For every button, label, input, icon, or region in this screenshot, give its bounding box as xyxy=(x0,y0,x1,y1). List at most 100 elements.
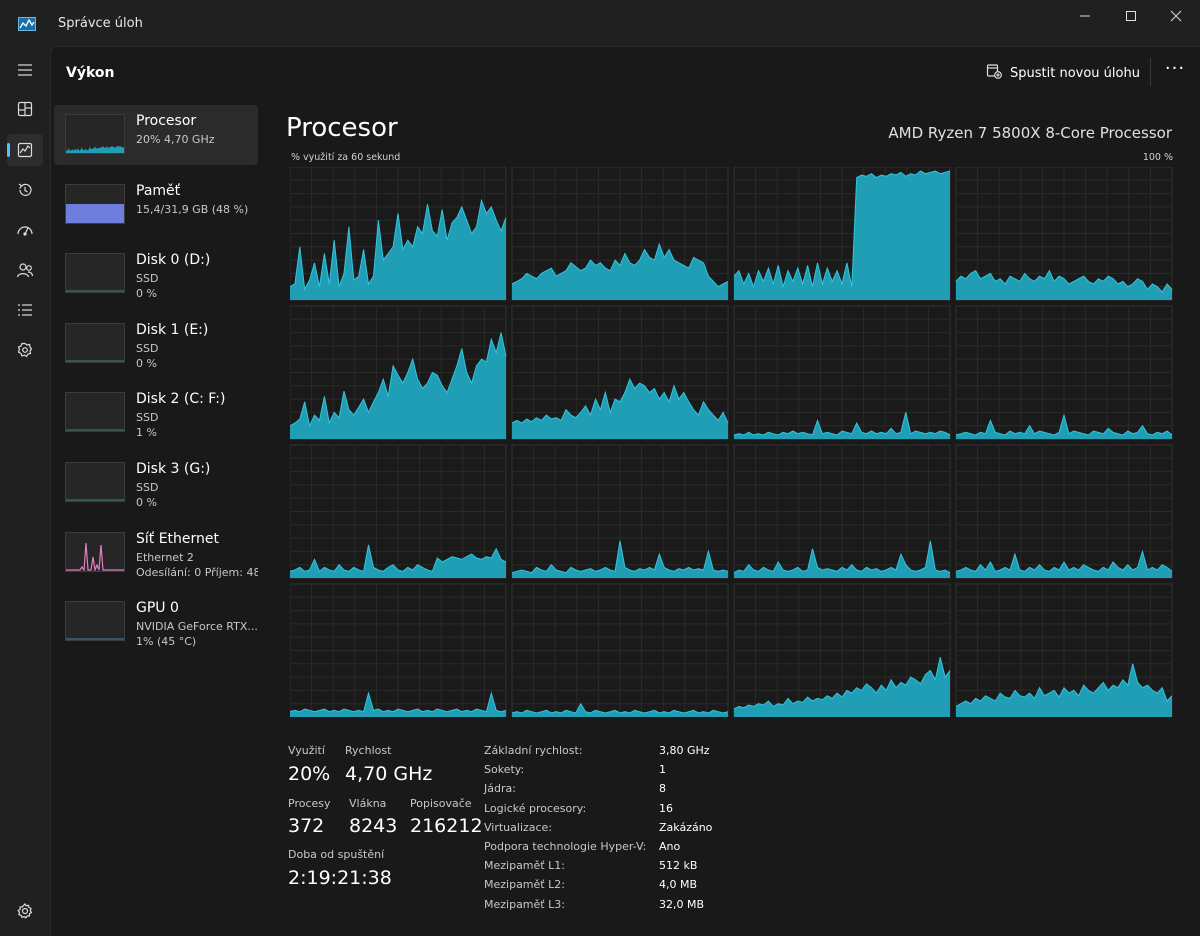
resource-detail: 15,4/31,9 GB (48 %) xyxy=(136,202,249,216)
core-graph xyxy=(290,305,507,440)
resource-item[interactable]: Disk 1 (E:) SSD 0 % xyxy=(54,314,258,374)
run-task-label: Spustit novou úlohu xyxy=(1010,65,1140,81)
resource-name: Síť Ethernet xyxy=(136,530,220,547)
spec-value: 32,0 MB xyxy=(659,897,705,911)
resource-thumbnail xyxy=(65,322,125,363)
resource-value: Odesílání: 0 Příjem: 48,0 xyxy=(136,565,258,579)
resource-value: 1% (45 °C) xyxy=(136,635,197,649)
minimize-button[interactable] xyxy=(1062,0,1108,32)
core-graph xyxy=(733,167,951,301)
resource-value: 0 % xyxy=(136,287,157,301)
cpu-thumbnail-area xyxy=(66,145,124,153)
network-thumbnail-line xyxy=(66,542,124,571)
spec-value: 4,0 MB xyxy=(659,878,698,892)
handles-label: Popisovače xyxy=(410,797,472,810)
navigation-rail xyxy=(0,46,50,936)
core-graph xyxy=(511,583,729,717)
startup-apps-icon[interactable] xyxy=(7,214,43,246)
hamburger-icon[interactable] xyxy=(7,54,43,86)
core-usage-line xyxy=(733,657,951,710)
title-bar: Správce úloh xyxy=(0,0,1200,46)
settings-icon[interactable] xyxy=(7,895,43,927)
core-usage-line xyxy=(955,413,1173,436)
resource-detail: SSD xyxy=(136,481,159,494)
graph-caption: % využití za 60 sekund xyxy=(291,152,401,163)
resource-name: Disk 1 (E:) xyxy=(136,321,209,338)
app-history-icon[interactable] xyxy=(7,174,43,206)
core-usage-area xyxy=(956,415,1172,439)
core-graph xyxy=(733,444,951,579)
resource-item[interactable]: Paměť 15,4/31,9 GB (48 %) xyxy=(54,175,258,235)
threads-label: Vlákna xyxy=(349,797,387,810)
task-manager-icon xyxy=(18,16,36,31)
resource-item[interactable]: Síť Ethernet Ethernet 2 Odesílání: 0 Příje… xyxy=(54,523,258,583)
spec-value: Zakázáno xyxy=(659,820,713,834)
spec-value: 16 xyxy=(659,801,673,815)
cpu-model: AMD Ryzen 7 5800X 8-Core Processor xyxy=(888,124,1172,142)
utilization-label: Využití xyxy=(288,744,325,757)
resource-thumbnail xyxy=(65,183,125,224)
resource-name: Paměť xyxy=(136,182,181,199)
core-graph xyxy=(955,583,1173,717)
toolbar-divider xyxy=(1150,58,1151,86)
core-graph xyxy=(733,305,951,440)
run-new-task-button[interactable]: Spustit novou úlohu xyxy=(986,62,1140,84)
core-graph xyxy=(290,444,507,579)
spec-value: 512 kB xyxy=(659,859,698,873)
resource-detail: Ethernet 2 xyxy=(136,550,194,564)
processes-icon[interactable] xyxy=(7,93,43,125)
core-usage-area xyxy=(734,412,950,439)
core-graph xyxy=(955,305,1173,440)
core-usage-area xyxy=(734,171,950,300)
core-usage-line xyxy=(511,540,729,574)
utilization-value: 20% xyxy=(288,763,331,785)
close-button[interactable] xyxy=(1153,0,1199,32)
resource-name: Disk 2 (C: F:) xyxy=(136,391,226,408)
core-usage-area xyxy=(290,544,506,578)
core-usage-line xyxy=(733,412,951,436)
spec-label: Logické procesory: xyxy=(484,801,587,815)
core-usage-line xyxy=(511,242,729,288)
resource-item[interactable]: Disk 2 (C: F:) SSD 1 % xyxy=(54,383,258,443)
core-usage-line xyxy=(955,663,1173,707)
speed-value: 4,70 GHz xyxy=(345,763,433,785)
core-usage-line xyxy=(955,269,1173,293)
core-usage-line xyxy=(511,377,729,424)
resource-thumbnail xyxy=(65,601,125,642)
cpu-core-graphs xyxy=(290,167,1173,717)
uptime-label: Doba od spuštění xyxy=(288,848,385,861)
memory-thumbnail-fill xyxy=(66,203,124,223)
spec-label: Podpora technologie Hyper-V: xyxy=(484,840,647,853)
resource-detail: SSD xyxy=(136,411,159,425)
core-usage-line xyxy=(511,702,729,714)
core-graph xyxy=(511,305,729,440)
performance-icon[interactable] xyxy=(7,134,43,166)
core-usage-area xyxy=(290,332,506,439)
core-graph xyxy=(733,583,951,717)
speed-label: Rychlost xyxy=(345,744,392,757)
core-usage-area xyxy=(512,379,728,439)
resource-item[interactable]: Disk 0 (D:) SSD 0 % xyxy=(54,244,258,304)
resource-item[interactable]: Disk 3 (G:) SSD 0 % xyxy=(54,453,258,513)
resource-value: 0 % xyxy=(136,356,157,370)
core-usage-area xyxy=(956,663,1172,717)
users-icon[interactable] xyxy=(7,254,43,286)
core-usage-area xyxy=(734,657,950,717)
core-graph xyxy=(290,583,507,717)
more-options-icon[interactable]: ··· xyxy=(1164,58,1186,79)
window-title: Správce úloh xyxy=(58,16,143,31)
details-icon[interactable] xyxy=(7,294,43,326)
spec-label: Virtualizace: xyxy=(484,820,553,834)
maximize-button[interactable] xyxy=(1108,0,1154,32)
core-usage-line xyxy=(955,549,1173,572)
resource-value: 0 % xyxy=(136,496,157,509)
processes-value: 372 xyxy=(288,815,325,837)
services-icon[interactable] xyxy=(7,334,43,366)
resource-detail: NVIDIA GeForce RTX... xyxy=(136,620,258,634)
resource-name: Procesor xyxy=(136,113,197,129)
resource-item[interactable]: GPU 0 NVIDIA GeForce RTX... 1% (45 °C) xyxy=(54,592,258,652)
run-task-icon xyxy=(986,63,1002,83)
spec-label: Mezipaměť L1: xyxy=(484,859,565,873)
resource-item[interactable]: Procesor 20% 4,70 GHz xyxy=(54,105,258,165)
uptime-value: 2:19:21:38 xyxy=(288,867,392,889)
